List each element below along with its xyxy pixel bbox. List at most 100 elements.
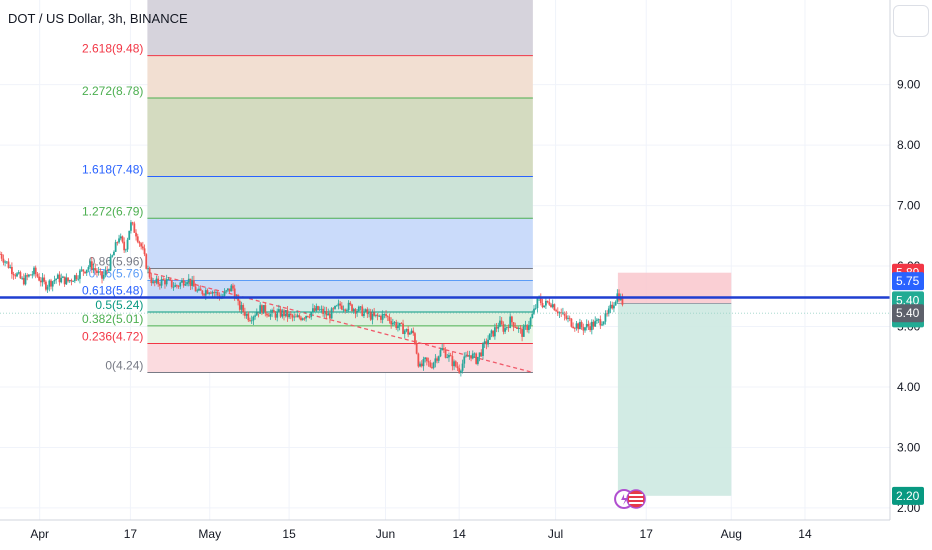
candle-body [238,300,241,310]
candle-body [56,274,59,279]
candle-body [182,280,185,286]
fib-zone [147,55,533,98]
candles [0,220,624,377]
candle-body [536,298,539,308]
candle-body [448,354,450,358]
candle-body [364,309,367,312]
x-tick-label: 15 [282,527,296,541]
candle-body [109,256,112,271]
candle-body [519,327,522,330]
candle-body [480,352,483,356]
candle-body [524,325,527,327]
candle-body [541,303,544,308]
candle-body [492,330,495,337]
candle-body [75,275,78,280]
candle-body [135,232,137,237]
x-tick-label: May [198,527,221,541]
candle-body [490,330,493,334]
candle-body [303,318,306,320]
candle-body [94,268,97,271]
candle-body [147,268,149,270]
candle-body [614,301,617,306]
candle-body [124,249,127,251]
candle-body [262,305,265,314]
candle-body [278,309,280,312]
candle-body [531,314,534,319]
candle-body [295,316,297,318]
candle-body [87,267,90,270]
candle-body [425,357,428,362]
candle-body [283,310,285,316]
fib-level-label: 0.382(5.01) [82,312,143,326]
candle-body [417,353,420,367]
short-position-tool[interactable] [617,272,732,496]
candle-body [386,316,389,317]
x-tick-label: 17 [124,527,138,541]
candle-body [431,366,433,368]
candle-body [405,328,408,331]
candle-body [203,294,205,296]
candle-body [250,320,253,322]
candle-body [354,309,357,314]
candle-body [563,312,566,316]
candle-body [402,323,404,334]
candle-body [155,278,158,283]
candle-body [572,326,575,329]
candle-body [320,308,323,310]
event-icons[interactable] [614,489,646,509]
candle-body [567,317,569,319]
candle-body [442,348,445,351]
horizontal-line[interactable] [0,296,890,314]
candle-body [204,290,207,296]
candle-body [80,269,83,271]
candle-body [191,280,194,286]
candle-body [505,327,508,329]
candle-body [29,274,32,276]
price-badge [892,486,924,505]
fib-zone [147,0,533,56]
candle-body [485,341,488,345]
candle-body [599,319,602,326]
candle-body [500,320,503,325]
y-tick-label: 3.00 [897,440,921,454]
x-tick-label: Aug [721,527,742,541]
candle-body [493,327,496,337]
candle-body [398,322,401,327]
candle-body [9,266,12,268]
candle-body [97,271,100,273]
candle-body [517,327,520,329]
candle-body [471,353,474,359]
candle-body [174,285,177,287]
candle-body [271,310,274,313]
candle-body [553,304,556,311]
candle-body [359,306,362,308]
candle-body [482,343,484,356]
candle-body [121,236,124,242]
candle-body [152,281,154,283]
candle-body [208,292,211,294]
candle-body [2,258,5,263]
candle-body [53,280,56,282]
candle-body [456,366,459,369]
candle-body [407,328,410,335]
candle-body [347,302,350,311]
candle-body [196,290,199,292]
candle-body [381,314,384,320]
candle-body [36,274,39,277]
candle-body [584,327,586,331]
candle-body [412,330,415,334]
candle-body [194,286,197,292]
candle-body [391,322,394,325]
candle-body [509,316,512,328]
candle-body [597,319,600,321]
y-tick-label: 4.00 [897,380,921,394]
candle-body [427,361,430,363]
candle-body [601,324,603,326]
candle-body [58,274,61,283]
fibonacci-extension[interactable]: 2.618(9.48) 2.272(8.78) 1.618(7.48) 1.272(6… [82,0,533,373]
candle-body [240,305,243,310]
chart-settings-button[interactable] [893,5,929,37]
candle-body [255,312,258,316]
candle-body [446,357,449,359]
